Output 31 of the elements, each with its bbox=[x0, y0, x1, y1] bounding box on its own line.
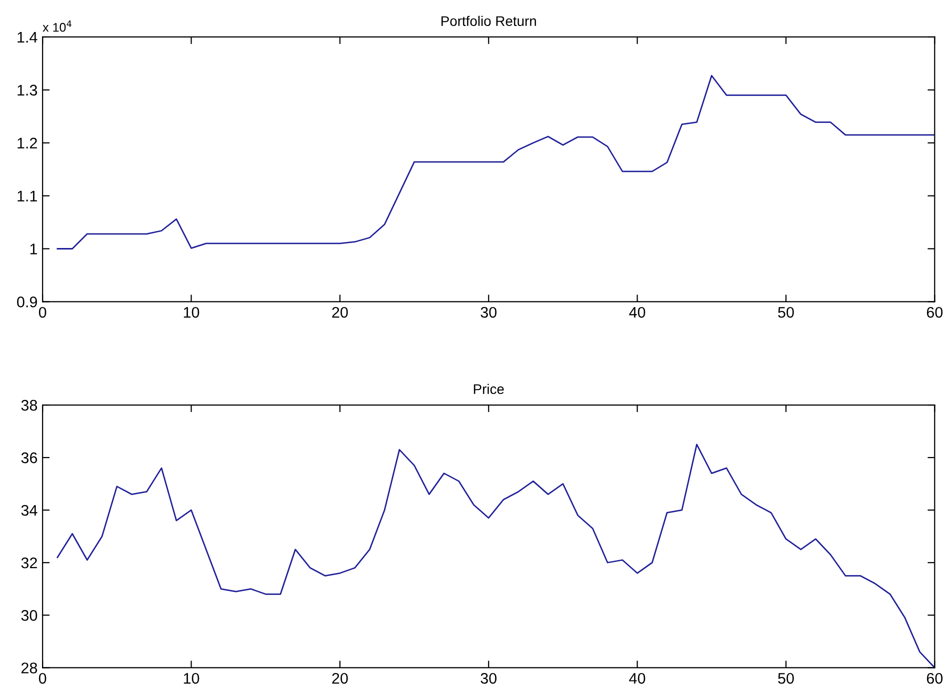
x-tick-label: 60 bbox=[926, 306, 943, 318]
x-tick-label: 60 bbox=[926, 672, 943, 684]
line-series bbox=[56, 74, 935, 250]
y-tick-label: 30 bbox=[21, 610, 38, 621]
x-tick-label: 30 bbox=[480, 306, 497, 318]
x-tick-label: 30 bbox=[480, 672, 497, 684]
x-tick-label: 10 bbox=[184, 306, 200, 318]
y-tick-label: 32 bbox=[21, 557, 37, 568]
line-series bbox=[56, 444, 935, 668]
x-tick-label: 0 bbox=[38, 672, 46, 684]
x-tick-label: 40 bbox=[629, 672, 646, 684]
y-tick-label: 1.3 bbox=[18, 84, 38, 96]
y-tick-label: 1.1 bbox=[18, 190, 37, 202]
x-tick-label: 40 bbox=[629, 306, 646, 318]
x-tick-label: 10 bbox=[184, 672, 200, 684]
x-tick-label: 20 bbox=[332, 306, 348, 318]
x-tick-label: 20 bbox=[332, 672, 348, 684]
y-tick-label: 1.2 bbox=[18, 138, 37, 148]
y-tick-label: 28 bbox=[21, 662, 38, 674]
x-tick-label: 50 bbox=[778, 672, 794, 684]
y-tick-label: 1.4 bbox=[18, 32, 38, 43]
x-tick-label: 50 bbox=[778, 306, 794, 318]
chart-title: Price bbox=[474, 384, 504, 394]
text: x 10$^{4}$ bbox=[42, 20, 72, 32]
y-tick-label: 36 bbox=[21, 452, 38, 464]
chart-title: Portfolio Return bbox=[442, 16, 536, 26]
x-tick-label: 0 bbox=[38, 306, 46, 318]
y-tick-label: 34 bbox=[21, 504, 38, 516]
y-tick-label: 1 bbox=[30, 244, 37, 254]
y-tick-label: 0.9 bbox=[17, 296, 37, 308]
y-tick-label: 38 bbox=[21, 400, 38, 411]
